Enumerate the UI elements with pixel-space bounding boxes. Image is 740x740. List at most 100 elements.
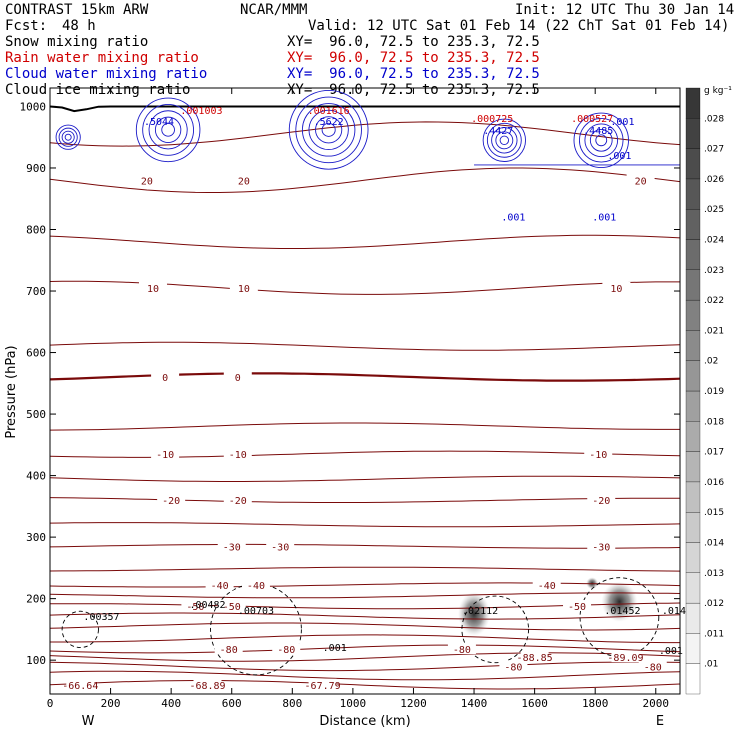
field-snow-name: Snow mixing ratio: [5, 34, 149, 50]
colorbar-swatch: [685, 481, 701, 513]
colorbar-label: .014: [704, 539, 724, 549]
isotherm-label: -10: [589, 450, 607, 461]
field-snow-xy: XY= 96.0, 72.5 to 235.3, 72.5: [287, 34, 540, 50]
isotherm-label-bg: [229, 174, 258, 186]
isotherm-label-bg: [214, 643, 243, 655]
isotherm-label-bg: [532, 579, 561, 591]
center-label: NCAR/MMM: [240, 2, 308, 18]
isotherm-label: -20: [229, 496, 247, 507]
isotherm-line: [50, 652, 680, 662]
isotherm-label-bg: [584, 448, 613, 460]
x-tick-label: 1800: [582, 697, 609, 710]
isotherm-label-bg: [272, 643, 301, 655]
colorbar-label: .01: [704, 660, 718, 670]
isotherm-label: -10: [156, 450, 174, 461]
isotherm-label: 10: [147, 284, 159, 295]
isotherm-label: -89.09: [607, 653, 643, 664]
cloud-water-contour: [154, 116, 182, 144]
isotherm-line: [50, 582, 680, 588]
isotherm-label: -80: [504, 662, 522, 673]
isotherm-label: -80: [644, 662, 662, 673]
isotherm-label: -20: [162, 496, 180, 507]
cloud-water-contour: [486, 122, 522, 158]
isotherm-label: -50: [186, 602, 204, 613]
cloud-water-contour: [584, 123, 619, 158]
x-tick-label: 1000: [340, 697, 367, 710]
cloud-water-contour: [288, 90, 369, 170]
y-tick-label: 500: [26, 408, 46, 421]
isotherm-line: [50, 543, 680, 549]
x-axis-right-end: E: [656, 714, 664, 729]
cloud-water-contour: [55, 124, 81, 150]
cloud-water-contour: [573, 112, 629, 169]
colorbar-swatch: [685, 178, 701, 210]
field-cloudice-name: Cloud ice mixing ratio: [5, 82, 191, 98]
isotherm-label: 20: [238, 176, 250, 187]
cloud-water-contour: [321, 122, 336, 137]
isotherm-line: [50, 475, 680, 482]
field-cloudwater-xy: XY= 96.0, 72.5 to 235.3, 72.5: [287, 66, 540, 82]
isotherm-label-bg: [611, 651, 640, 663]
model-title: CONTRAST 15km ARW: [5, 2, 149, 18]
isotherm-line: [50, 372, 680, 382]
isotherm-label: -68.89: [189, 681, 225, 692]
colorbar-label: .023: [704, 266, 724, 276]
isotherm-label-bg: [241, 579, 270, 591]
colorbar-label: .011: [704, 629, 724, 639]
isotherm-label-bg: [447, 643, 476, 655]
isotherm-label-bg: [217, 600, 246, 612]
colorbar-swatch: [685, 330, 701, 361]
colorbar-label: .026: [704, 175, 724, 185]
maximum-label: .5044: [144, 117, 174, 128]
isotherm-label: -40: [538, 581, 556, 592]
x-axis-left-end: W: [82, 714, 95, 729]
maximum-label: .02112: [462, 606, 498, 617]
isotherm-label-bg: [638, 660, 667, 672]
isotherm-label: -80: [277, 645, 295, 656]
colorbar-unit: g kg⁻¹: [704, 86, 732, 96]
cloud-water-contour: [595, 134, 608, 147]
cloud-water-contour: [161, 123, 175, 137]
isotherm-line: [50, 234, 680, 249]
maximum-label: .5622: [314, 117, 344, 128]
isotherm-label: 0: [235, 373, 241, 384]
isotherm-label-bg: [602, 281, 631, 293]
isotherm-label: -40: [247, 581, 265, 592]
isotherm-label-bg: [181, 600, 210, 612]
cloud-water-contour: [58, 127, 78, 147]
isotherm-label-bg: [138, 281, 167, 293]
isotherm-label-bg: [266, 540, 295, 552]
isotherm-label: -40: [211, 581, 229, 592]
isotherm-label-bg: [520, 651, 549, 663]
x-tick-label: 1400: [461, 697, 488, 710]
snow-contour: [579, 577, 660, 657]
colorbar-label: .012: [704, 599, 724, 609]
isotherm-label-bg: [66, 678, 95, 690]
isotherm-label-bg: [563, 600, 592, 612]
isotherm-line: [50, 522, 680, 528]
y-tick-label: 400: [26, 470, 46, 483]
cloud-water-contour: [308, 109, 349, 150]
isotherm-line: [50, 670, 680, 681]
y-tick-label: 300: [26, 531, 46, 544]
field-cloudice-xy: XY= 96.0, 72.5 to 235.3, 72.5: [287, 82, 540, 98]
y-tick-label: 100: [26, 654, 46, 667]
isotherm-label: -66.64: [62, 681, 98, 692]
colorbar-swatch: [685, 421, 701, 452]
maximum-label: .001: [607, 151, 631, 162]
cloud-water-contour: [61, 130, 75, 144]
maximum-label: .00482: [189, 600, 225, 611]
maximum-label: .014: [662, 606, 686, 617]
isotherm-label-bg: [132, 174, 161, 186]
maximum-label: .000725: [471, 114, 513, 125]
isotherm-label: -67.79: [305, 681, 341, 692]
colorbar-swatch: [685, 118, 701, 149]
forecast-label: Fcst:: [5, 18, 48, 34]
isotherm-label: -10: [229, 450, 247, 461]
snow-contour: [61, 610, 99, 649]
maximum-label: .4427: [483, 126, 513, 137]
y-tick-label: 1000: [20, 100, 47, 113]
colorbar-label: .019: [704, 387, 724, 397]
maximum-label: .00357: [83, 612, 119, 623]
